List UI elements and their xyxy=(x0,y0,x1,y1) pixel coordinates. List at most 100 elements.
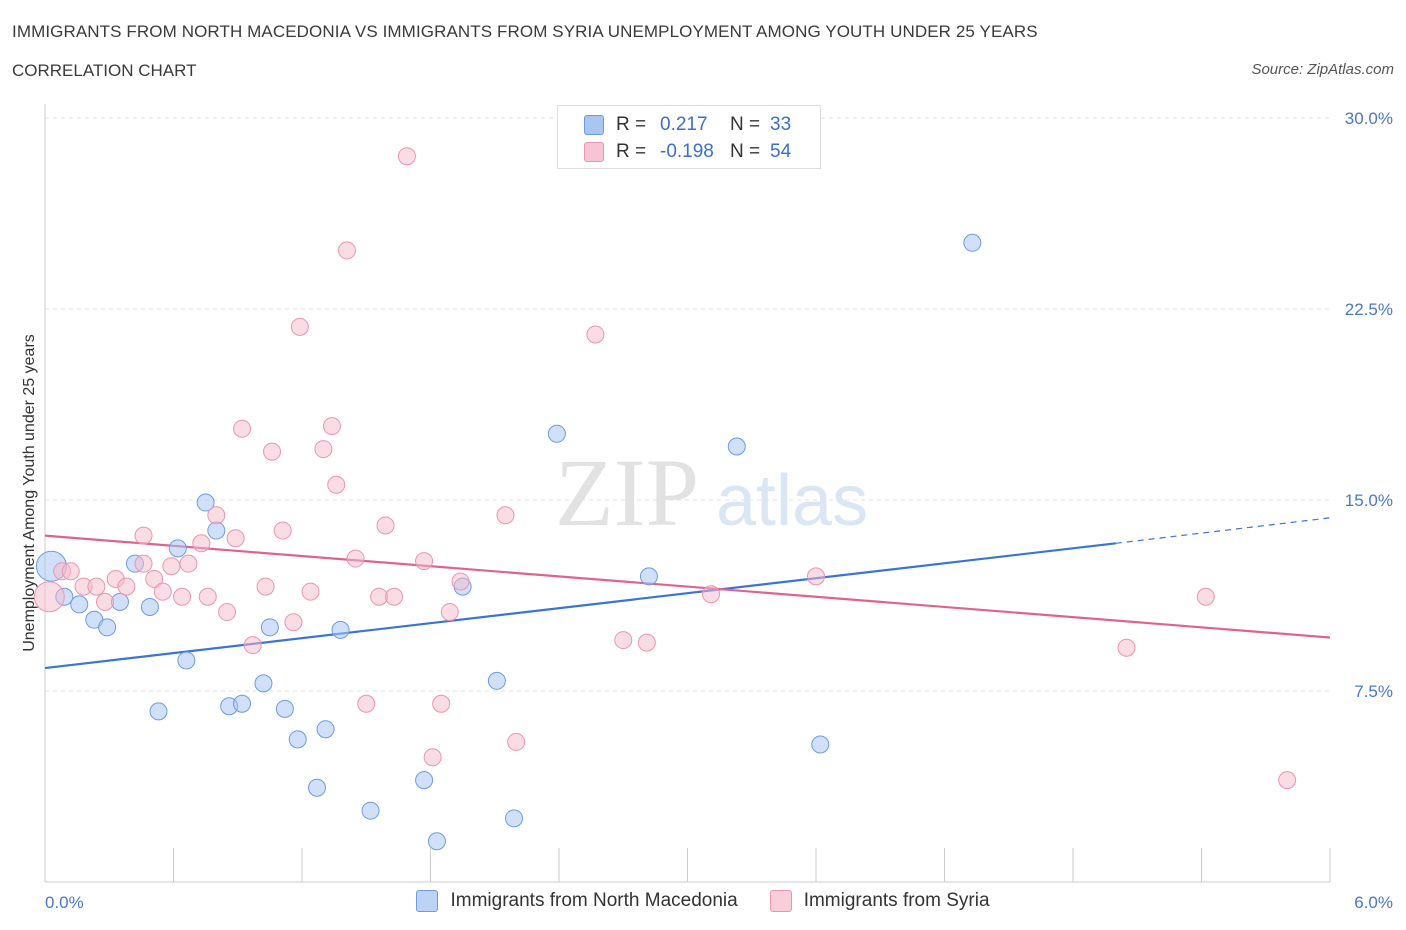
point-syria xyxy=(33,581,65,613)
chart-title: IMMIGRANTS FROM NORTH MACEDONIA VS IMMIG… xyxy=(12,22,1038,41)
point-north-macedonia xyxy=(275,699,294,718)
point-syria xyxy=(162,557,181,576)
bottom-legend-swatch-syria xyxy=(769,890,792,912)
bottom-legend-swatch-north-macedonia xyxy=(416,890,439,912)
axes xyxy=(44,104,1331,883)
source-label: Source: ZipAtlas.com xyxy=(1251,61,1394,78)
trend-lines xyxy=(44,517,1331,670)
point-north-macedonia xyxy=(70,595,89,614)
legend: R = 0.217 N = 33 R = -0.198 N = 54 xyxy=(557,105,821,169)
point-north-macedonia xyxy=(177,651,196,670)
bottom-legend-label: Immigrants from North Macedonia xyxy=(450,890,738,911)
point-north-macedonia xyxy=(98,618,117,637)
legend-r-value: 0.217 xyxy=(660,114,708,135)
y-tick-label: 22.5% xyxy=(1345,300,1393,319)
point-syria xyxy=(614,631,633,650)
point-syria xyxy=(290,317,309,336)
point-syria xyxy=(243,636,262,655)
point-syria xyxy=(95,592,114,611)
point-syria xyxy=(496,506,515,525)
point-syria xyxy=(385,587,404,606)
point-north-macedonia xyxy=(233,694,252,713)
x-tick-label: 6.0% xyxy=(1354,893,1393,912)
point-syria xyxy=(179,554,198,573)
point-syria xyxy=(423,748,442,767)
data-points xyxy=(33,147,1297,851)
point-syria xyxy=(432,694,451,713)
point-syria xyxy=(117,577,136,596)
point-syria xyxy=(322,417,341,436)
trend-line-north-macedonia xyxy=(44,542,1116,670)
point-syria xyxy=(226,529,245,548)
point-syria xyxy=(440,603,459,622)
point-north-macedonia xyxy=(207,521,226,540)
point-north-macedonia xyxy=(316,720,335,739)
point-syria xyxy=(256,577,275,596)
point-syria xyxy=(233,419,252,438)
point-syria xyxy=(1117,638,1136,657)
point-syria xyxy=(376,516,395,535)
bottom-legend: Immigrants from North Macedonia Immigran… xyxy=(0,890,1406,912)
point-syria xyxy=(61,562,80,581)
point-syria xyxy=(87,577,106,596)
point-syria xyxy=(702,585,721,604)
point-syria xyxy=(263,442,282,461)
y-tick-label: 30.0% xyxy=(1345,109,1393,128)
bottom-legend-label: Immigrants from Syria xyxy=(803,890,990,911)
point-north-macedonia xyxy=(149,702,168,721)
point-north-macedonia xyxy=(963,233,982,252)
point-syria xyxy=(451,572,470,591)
point-north-macedonia xyxy=(361,801,380,820)
point-north-macedonia xyxy=(427,832,446,851)
y-tick-label: 15.0% xyxy=(1345,491,1393,510)
point-north-macedonia xyxy=(547,424,566,443)
point-syria xyxy=(357,694,376,713)
grid xyxy=(45,117,1330,692)
legend-n-value: 54 xyxy=(770,141,792,162)
trend-line-syria xyxy=(44,534,1331,639)
point-syria xyxy=(173,587,192,606)
point-syria xyxy=(586,325,605,344)
bottom-legend-item-syria: Immigrants from Syria xyxy=(769,890,990,912)
point-north-macedonia xyxy=(811,735,830,754)
legend-r-value: -0.198 xyxy=(660,141,714,162)
point-north-macedonia xyxy=(140,597,159,616)
point-syria xyxy=(370,587,389,606)
point-syria xyxy=(153,582,172,601)
point-syria xyxy=(218,603,237,622)
point-syria xyxy=(192,534,211,553)
watermark: ZIP atlas xyxy=(555,439,868,546)
trend-line-north-macedonia-extension xyxy=(1115,517,1331,544)
point-syria xyxy=(301,582,320,601)
legend-row-syria: R = -0.198 N = 54 xyxy=(584,140,791,164)
legend-r-label: R = xyxy=(616,114,647,135)
point-syria xyxy=(198,587,217,606)
point-syria xyxy=(346,549,365,568)
point-north-macedonia xyxy=(307,778,326,797)
legend-r-label: R = xyxy=(616,141,647,162)
legend-n-label: N = xyxy=(730,114,761,135)
watermark-atlas: atlas xyxy=(716,461,868,541)
point-syria xyxy=(284,613,303,632)
legend-swatch-north-macedonia xyxy=(584,115,604,135)
point-syria xyxy=(807,567,825,586)
point-syria xyxy=(397,147,416,166)
point-syria xyxy=(1196,587,1215,606)
point-syria xyxy=(207,506,226,525)
chart-subtitle: CORRELATION CHART xyxy=(12,61,197,80)
x-tick-label: 0.0% xyxy=(45,893,84,912)
point-syria xyxy=(337,241,356,260)
point-syria xyxy=(134,526,153,545)
point-north-macedonia xyxy=(288,730,307,749)
point-syria xyxy=(134,554,153,573)
point-syria xyxy=(415,552,434,571)
point-north-macedonia xyxy=(260,618,279,637)
legend-swatch-syria xyxy=(584,142,604,162)
tick-labels: 7.5% 15.0% 22.5% 30.0% 0.0% 6.0% xyxy=(45,109,1393,912)
point-north-macedonia xyxy=(254,674,273,693)
legend-row-north-macedonia: R = 0.217 N = 33 xyxy=(584,113,791,137)
watermark-zip: ZIP xyxy=(555,439,699,546)
legend-n-value: 33 xyxy=(770,114,792,135)
legend-n-label: N = xyxy=(730,141,761,162)
